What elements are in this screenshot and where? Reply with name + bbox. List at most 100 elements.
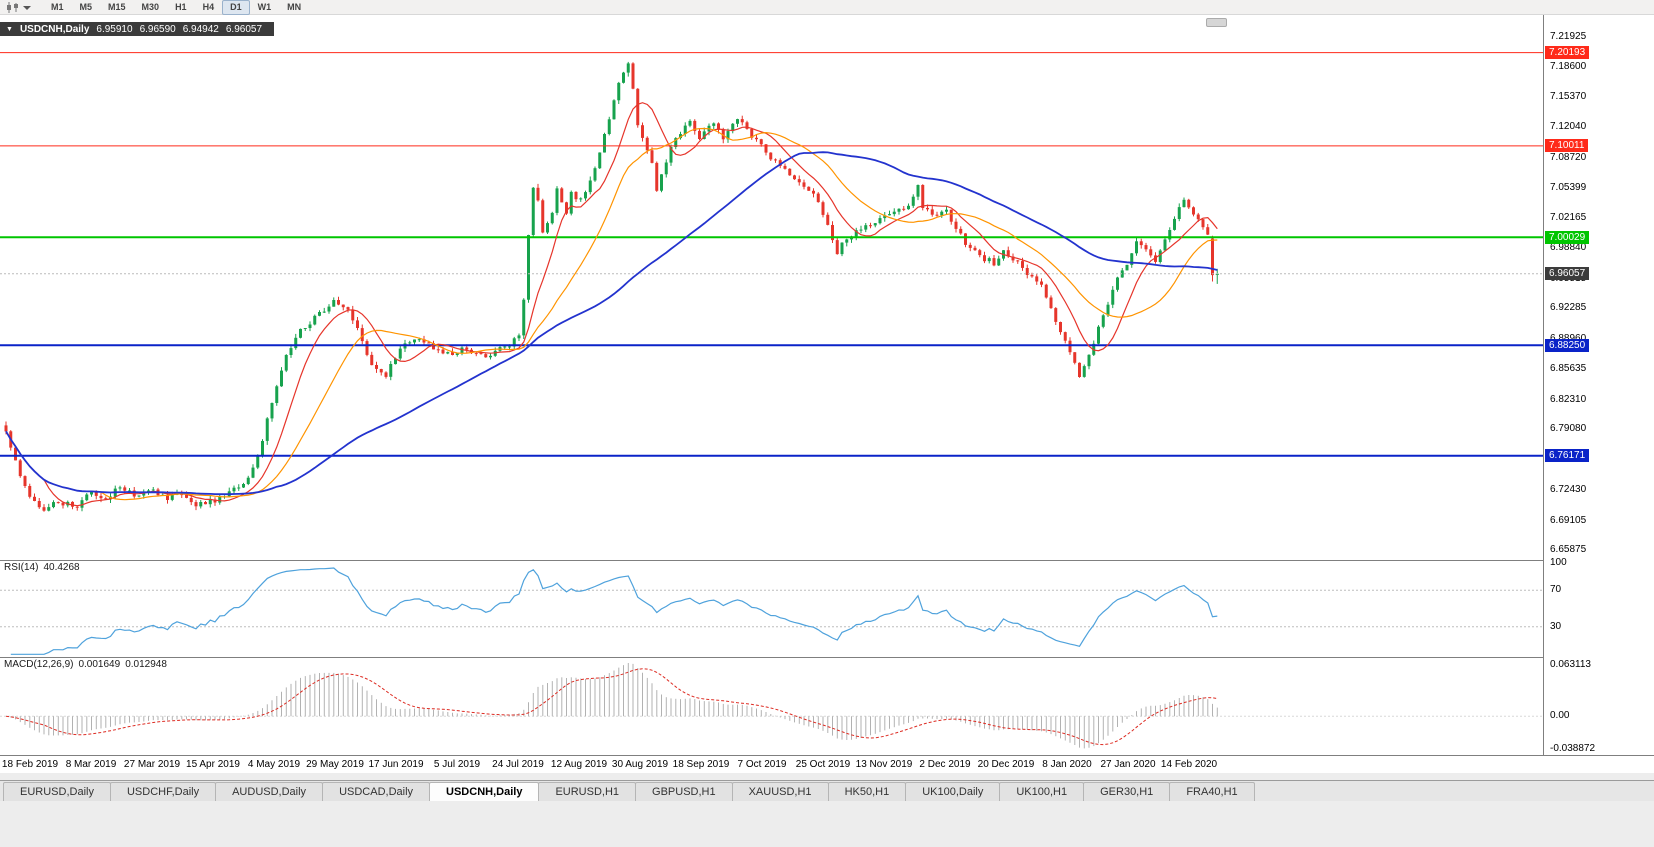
price-tick-label: 7.18600 (1550, 61, 1587, 72)
level-price-label: 6.76171 (1545, 449, 1590, 462)
price-tick-label: 7.15370 (1550, 91, 1587, 102)
chart-tab-usdchf-daily[interactable]: USDCHF,Daily (109, 782, 217, 801)
rsi-chart (0, 560, 1543, 655)
date-axis-label: 25 Oct 2019 (795, 759, 851, 770)
chart-tab-xauusd-h1[interactable]: XAUUSD,H1 (731, 782, 829, 801)
level-price-label: 6.88250 (1545, 339, 1590, 352)
chart-tab-uk100-daily[interactable]: UK100,Daily (905, 782, 1001, 801)
macd-axis-label: -0.038872 (1550, 743, 1596, 754)
rsi-axis-label: 70 (1550, 584, 1562, 595)
date-axis-label: 18 Feb 2019 (1, 759, 59, 770)
date-axis-label: 12 Aug 2019 (550, 759, 608, 770)
current-price-label: 6.96057 (1545, 267, 1590, 280)
chart-tab-ger30-h1[interactable]: GER30,H1 (1083, 782, 1171, 801)
price-tick-label: 6.65875 (1550, 544, 1587, 555)
chart-tab-gbpusd-h1[interactable]: GBPUSD,H1 (635, 782, 733, 801)
chart-tab-eurusd-h1[interactable]: EURUSD,H1 (538, 782, 637, 801)
date-axis-label: 15 Apr 2019 (186, 759, 240, 770)
level-price-label: 7.00029 (1545, 231, 1590, 244)
date-axis-label: 30 Aug 2019 (611, 759, 669, 770)
price-tick-label: 6.82310 (1550, 394, 1587, 405)
ohlc-close: 6.96057 (225, 23, 263, 35)
price-tick-label: 6.72430 (1550, 484, 1587, 495)
timeframe-button-mn[interactable]: MN (287, 1, 302, 12)
date-axis-label: 5 Jul 2019 (433, 759, 481, 770)
date-axis-label: 17 Jun 2019 (368, 759, 424, 770)
chart-tab-uk100-h1[interactable]: UK100,H1 (999, 782, 1085, 801)
macd-signal-line (5, 668, 1218, 746)
date-axis-label: 27 Jan 2020 (1100, 759, 1156, 770)
date-axis-label: 27 Mar 2019 (123, 759, 181, 770)
timeframe-button-m5[interactable]: M5 (79, 1, 93, 12)
chart-ohlc-bar: ▼ USDCNH,Daily 6.95910 6.96590 6.94942 6… (0, 22, 275, 36)
ohlc-symbol: USDCNH,Daily (19, 23, 90, 35)
macd-axis-label: 0.063113 (1550, 659, 1591, 670)
ma-line-21 (5, 127, 1218, 501)
level-price-label: 7.20193 (1545, 46, 1590, 59)
chart-tab-fra40-h1[interactable]: FRA40,H1 (1169, 782, 1255, 801)
date-axis-label: 14 Feb 2020 (1160, 759, 1218, 770)
macd-axis-label: 0.00 (1550, 710, 1570, 721)
price-tick-label: 6.85635 (1550, 363, 1587, 374)
ma-line-58 (5, 151, 1218, 496)
rsi-indicator-name: RSI(14) (4, 562, 39, 573)
price-tick-label: 7.21925 (1550, 31, 1587, 42)
rsi-label: RSI(14) 40.4268 (4, 562, 85, 573)
chart-tab-hk50-h1[interactable]: HK50,H1 (827, 782, 907, 801)
price-tick-label: 7.12040 (1550, 121, 1587, 132)
candles (4, 61, 1219, 512)
price-tick-label: 7.08720 (1550, 152, 1587, 163)
rsi-line (10, 567, 1218, 655)
date-axis-label: 18 Sep 2019 (672, 759, 730, 770)
level-price-label: 7.10011 (1545, 139, 1589, 152)
date-axis-label: 4 May 2019 (247, 759, 301, 770)
price-tick-label: 6.69105 (1550, 515, 1587, 526)
chart-type-icon[interactable] (5, 1, 31, 13)
ohlc-high: 6.96590 (139, 23, 176, 35)
date-axis-label: 2 Dec 2019 (919, 759, 971, 770)
date-axis-label: 7 Oct 2019 (737, 759, 787, 770)
rsi-panel: RSI(14) 40.4268 (0, 560, 1543, 657)
chart-tab-audusd-daily[interactable]: AUDUSD,Daily (215, 782, 324, 801)
price-tick-label: 6.98840 (1550, 242, 1587, 253)
price-tick-label: 7.05399 (1550, 182, 1587, 193)
macd-chart (0, 657, 1543, 749)
date-axis-label: 24 Jul 2019 (492, 759, 544, 770)
price-axis[interactable]: 7.21925 7.18600 7.15370 7.12040 7.08720 7.053… (1543, 15, 1654, 755)
rsi-axis-label: 100 (1550, 557, 1567, 568)
chart-tab-usdcad-daily[interactable]: USDCAD,Daily (322, 782, 431, 801)
candlestick-chart[interactable] (0, 15, 1543, 560)
chart-tab-bar: EURUSD,Daily USDCHF,Daily AUDUSD,Daily USDC… (0, 780, 1654, 801)
date-axis-label: 8 Mar 2019 (65, 759, 117, 770)
macd-hist-value: 0.001649 (78, 659, 121, 670)
ohlc-open: 6.95910 (96, 23, 133, 35)
chart-tab-usdcnh-daily[interactable]: USDCNH,Daily (429, 782, 540, 801)
timeframe-button-w1[interactable]: W1 (257, 1, 272, 12)
macd-panel: MACD(12,26,9) 0.001649 0.012948 (0, 657, 1543, 755)
collapse-icon[interactable]: ▼ (6, 25, 13, 33)
price-tick-label: 7.02165 (1550, 212, 1587, 223)
macd-label: MACD(12,26,9) 0.001649 0.012948 (4, 659, 172, 670)
timeframe-button-h1[interactable]: H1 (175, 1, 187, 12)
macd-signal-value: 0.012948 (125, 659, 167, 670)
macd-histogram (10, 663, 1218, 749)
rsi-axis-label: 30 (1550, 621, 1562, 632)
ma-line-9 (5, 102, 1218, 507)
chart-scrollbar-thumb[interactable] (1206, 18, 1227, 27)
chevron-down-icon (23, 5, 31, 10)
macd-indicator-name: MACD(12,26,9) (4, 659, 74, 670)
price-chart-panel[interactable]: ▼ USDCNH,Daily 6.95910 6.96590 6.94942 6… (0, 15, 1543, 560)
rsi-value: 40.4268 (43, 562, 80, 573)
timeframe-button-h4[interactable]: H4 (202, 1, 215, 12)
timeframe-button-d1[interactable]: D1 (222, 0, 250, 15)
date-axis-label: 13 Nov 2019 (855, 759, 913, 770)
price-tick-label: 6.92285 (1550, 302, 1587, 313)
chart-tab-eurusd-daily[interactable]: EURUSD,Daily (3, 782, 111, 801)
timeframe-button-m30[interactable]: M30 (141, 1, 160, 12)
price-tick-label: 6.88960 (1550, 333, 1586, 344)
timeframe-button-m15[interactable]: M15 (108, 1, 126, 12)
timeframe-button-m1[interactable]: M1 (51, 1, 64, 12)
time-axis[interactable]: 18 Feb 2019 8 Mar 2019 27 Mar 2019 15 Apr 2… (0, 755, 1654, 773)
ohlc-low: 6.94942 (182, 23, 219, 35)
